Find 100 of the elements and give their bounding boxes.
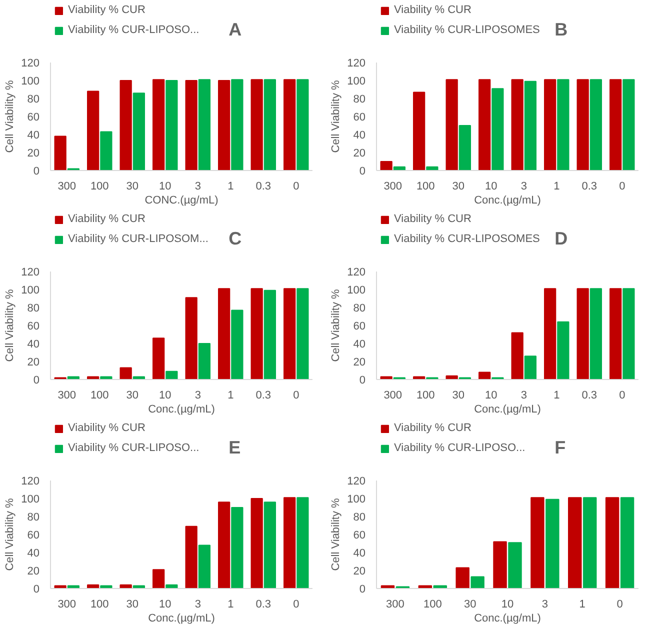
legend-label: Viability % CUR-LIPOSOMES <box>394 233 540 245</box>
chart-title: E <box>228 438 241 458</box>
y-tick-label: 60 <box>27 320 40 332</box>
y-axis-title: Cell Viability % <box>330 498 342 571</box>
x-tick-label: 1 <box>579 598 586 610</box>
y-tick-label: 20 <box>353 148 366 160</box>
chart-title: B <box>554 20 568 40</box>
x-tick-label: 30 <box>126 390 139 402</box>
x-tick-label: 0.3 <box>256 180 272 192</box>
y-tick-label: 0 <box>359 166 366 178</box>
x-axis-title: Conc.(µg/mL) <box>474 194 541 206</box>
x-tick-label: 300 <box>58 598 76 610</box>
x-tick-label: 30 <box>126 598 139 610</box>
y-tick-label: 80 <box>27 302 40 314</box>
x-tick-label: 100 <box>90 598 109 610</box>
y-tick-label: 40 <box>353 130 366 142</box>
x-tick-label: 0 <box>619 390 626 402</box>
y-tick-label: 80 <box>353 512 366 524</box>
y-axis-title: Cell Viability % <box>4 289 16 362</box>
x-tick-label: 3 <box>520 390 527 402</box>
y-tick-label: 60 <box>353 320 366 332</box>
y-tick-label: 60 <box>353 530 366 542</box>
legend-label: Viability % CUR <box>394 4 472 16</box>
y-tick-label: 0 <box>33 166 40 178</box>
x-tick-label: 0 <box>293 180 300 192</box>
x-tick-label: 100 <box>416 180 435 192</box>
y-tick-label: 0 <box>33 374 40 386</box>
x-tick-label: 300 <box>386 598 404 610</box>
y-tick-label: 80 <box>27 94 40 106</box>
x-tick-label: 0 <box>619 180 626 192</box>
x-tick-label: 1 <box>554 180 560 192</box>
x-tick-label: 0.3 <box>256 598 272 610</box>
x-tick-label: 0.3 <box>256 390 272 402</box>
x-tick-label: 300 <box>384 180 402 192</box>
x-tick-label: 3 <box>194 180 201 192</box>
y-tick-label: 20 <box>353 566 366 578</box>
x-tick-label: 10 <box>159 598 172 610</box>
y-tick-label: 0 <box>359 584 366 596</box>
x-axis-title: Conc.(µg/mL) <box>474 612 541 624</box>
chart-title: F <box>554 438 566 458</box>
y-tick-label: 40 <box>27 548 40 560</box>
x-tick-label: 300 <box>58 180 76 192</box>
x-tick-label: 10 <box>485 180 498 192</box>
x-tick-label: 30 <box>126 180 139 192</box>
legend-label: Viability % CUR-LIPOSO... <box>68 24 200 36</box>
y-tick-label: 120 <box>21 266 40 278</box>
chart-title: A <box>228 20 242 40</box>
y-tick-label: 20 <box>27 566 40 578</box>
legend-label: Viability % CUR <box>68 4 146 16</box>
x-tick-label: 0.3 <box>582 390 598 402</box>
x-axis-title: CONC.(µg/mL) <box>144 194 218 206</box>
legend-label: Viability % CUR <box>68 213 146 225</box>
x-tick-label: 30 <box>464 598 476 610</box>
x-tick-label: 30 <box>452 180 465 192</box>
legend-label: Viability % CUR <box>68 422 146 434</box>
legend-label: Viability % CUR-LIPOSO... <box>394 442 526 454</box>
y-tick-label: 80 <box>353 302 366 314</box>
x-tick-label: 10 <box>501 598 514 610</box>
x-tick-label: 3 <box>542 598 548 610</box>
y-tick-label: 60 <box>27 530 40 542</box>
y-tick-label: 120 <box>347 58 366 70</box>
y-tick-label: 100 <box>347 76 366 88</box>
y-tick-label: 40 <box>27 130 40 142</box>
x-tick-label: 3 <box>520 180 527 192</box>
y-tick-label: 60 <box>27 112 40 124</box>
legend-label: Viability % CUR <box>394 213 472 225</box>
legend-label: Viability % CUR-LIPOSO... <box>68 442 200 454</box>
y-tick-label: 100 <box>21 494 40 506</box>
y-tick-label: 20 <box>27 356 40 368</box>
y-tick-label: 80 <box>27 512 40 524</box>
x-tick-label: 0 <box>293 598 300 610</box>
y-tick-label: 100 <box>21 76 40 88</box>
y-tick-label: 100 <box>347 284 366 296</box>
y-axis-title: Cell Viability % <box>4 498 16 571</box>
y-tick-label: 120 <box>21 58 40 70</box>
x-axis-title: Conc.(µg/mL) <box>474 404 541 416</box>
x-tick-label: 1 <box>228 180 234 192</box>
x-tick-label: 100 <box>90 180 109 192</box>
chart-title: D <box>554 228 568 249</box>
x-axis-title: Conc.(µg/mL) <box>148 404 215 416</box>
y-tick-label: 0 <box>33 584 40 596</box>
y-tick-label: 80 <box>353 94 366 106</box>
y-tick-label: 0 <box>359 374 366 386</box>
y-tick-label: 60 <box>353 112 366 124</box>
y-tick-label: 100 <box>21 284 40 296</box>
x-tick-label: 30 <box>452 390 465 402</box>
chart-title: C <box>228 228 242 249</box>
x-tick-label: 100 <box>416 390 435 402</box>
y-tick-label: 120 <box>347 476 366 488</box>
x-tick-label: 0.3 <box>582 180 598 192</box>
y-tick-label: 40 <box>353 338 366 350</box>
y-tick-label: 40 <box>353 548 366 560</box>
y-tick-label: 120 <box>21 476 40 488</box>
y-tick-label: 120 <box>347 266 366 278</box>
x-tick-label: 0 <box>616 598 623 610</box>
x-tick-label: 1 <box>228 598 234 610</box>
y-axis-title: Cell Viability % <box>4 80 16 153</box>
x-tick-label: 1 <box>554 390 560 402</box>
x-tick-label: 10 <box>159 180 172 192</box>
y-axis-title: Cell Viability % <box>330 289 342 362</box>
